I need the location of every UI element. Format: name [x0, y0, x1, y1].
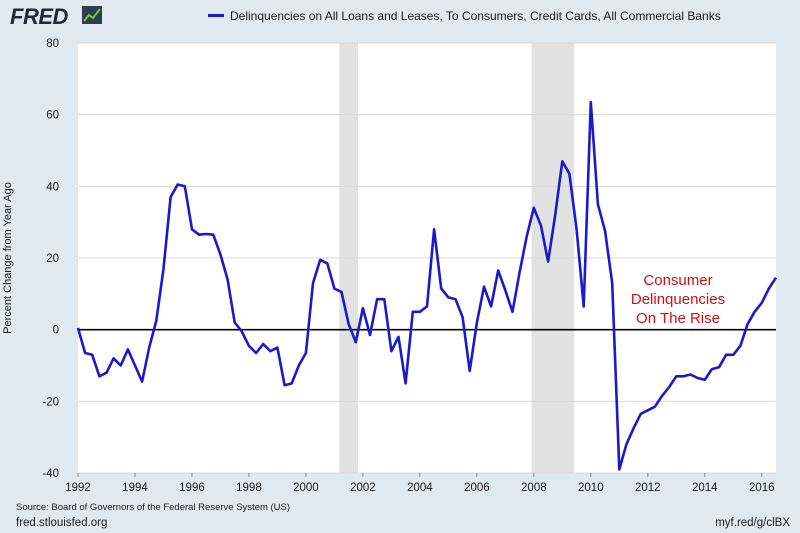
chart-line-icon: [82, 6, 102, 24]
legend-swatch: [208, 14, 224, 18]
x-tick-label: 2002: [350, 482, 376, 494]
short-link[interactable]: myf.red/g/clBX: [715, 517, 790, 529]
x-tick-labels: 1992 1994 1996 1998 2000 2002 2004 2006 2008 2010…: [65, 473, 775, 494]
annotation-text: Consumer Delinquencies On The Rise: [630, 272, 726, 327]
y-tick-label: 40: [46, 181, 59, 193]
y-tick-label: -20: [42, 396, 59, 408]
y-tick-labels: -40 -20 0 20 40 60 80: [42, 38, 59, 480]
x-tick-label: 2010: [578, 482, 604, 494]
x-tick-label: 1992: [65, 482, 91, 494]
x-tick-label: 2004: [407, 482, 433, 494]
x-tick-label: 2008: [521, 482, 547, 494]
chart-legend: Delinquencies on All Loans and Leases, T…: [208, 9, 721, 23]
x-tick-label: 1998: [236, 482, 262, 494]
source-note: Source: Board of Governors of the Federa…: [16, 502, 291, 513]
y-tick-label: 0: [53, 325, 59, 337]
line-chart: -40 -20 0 20 40 60 80 1992 1994 1996 1998 2000 2002…: [42, 38, 778, 494]
x-tick-label: 2016: [749, 482, 775, 494]
x-tick-label: 2012: [635, 482, 661, 494]
series-line: [76, 100, 778, 471]
x-tick-label: 1994: [122, 482, 148, 494]
site-link[interactable]: fred.stlouisfed.org: [16, 517, 108, 529]
y-tick-label: -40: [42, 468, 59, 480]
fred-logo[interactable]: FRED: [10, 4, 68, 29]
legend-label: Delinquencies on All Loans and Leases, T…: [230, 9, 721, 23]
x-tick-label: 2000: [293, 482, 319, 494]
y-tick-label: 20: [46, 253, 59, 265]
x-tick-label: 1996: [179, 482, 205, 494]
y-tick-label: 60: [46, 110, 59, 122]
x-tick-label: 2006: [464, 482, 490, 494]
y-tick-label: 80: [46, 38, 59, 50]
x-tick-label: 2014: [692, 482, 718, 494]
